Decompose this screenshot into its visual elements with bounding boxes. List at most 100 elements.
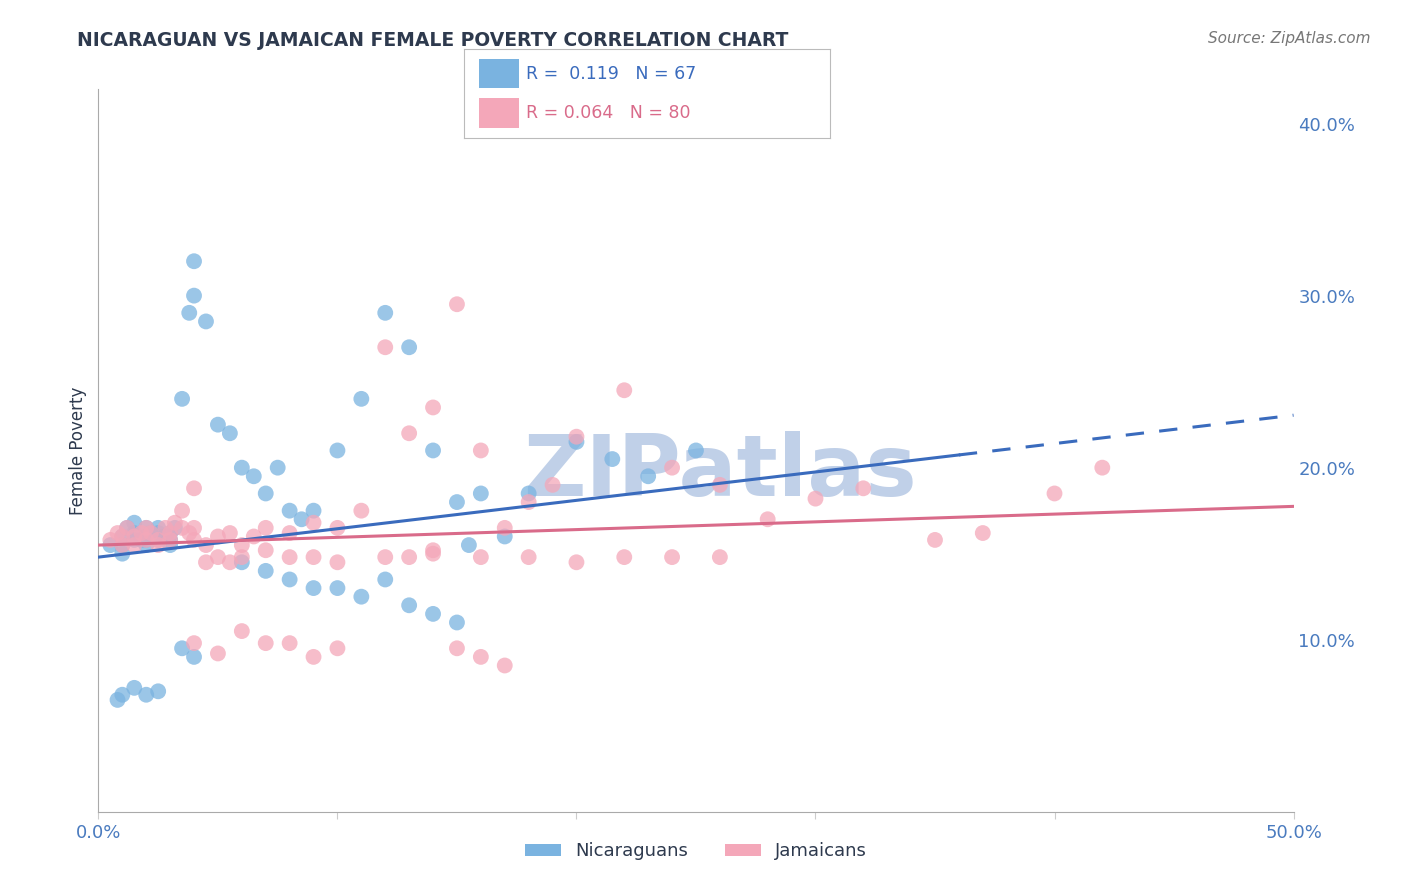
Point	[155, 529, 177, 543]
Point	[148, 538, 170, 552]
Point	[207, 550, 229, 565]
Legend: Nicaraguans, Jamaicans: Nicaraguans, Jamaicans	[517, 835, 875, 868]
Point	[422, 547, 444, 561]
Point	[172, 503, 194, 517]
Point	[278, 550, 301, 565]
Point	[148, 533, 170, 547]
Text: ZIPatlas: ZIPatlas	[523, 431, 917, 514]
Point	[135, 533, 157, 547]
Point	[231, 538, 253, 552]
Text: R =  0.119   N = 67: R = 0.119 N = 67	[526, 64, 696, 83]
Point	[135, 533, 157, 547]
Point	[115, 521, 138, 535]
Point	[326, 521, 349, 535]
Point	[159, 526, 181, 541]
Point	[254, 636, 277, 650]
Point	[685, 443, 707, 458]
Point	[139, 526, 162, 541]
Point	[326, 443, 349, 458]
Point	[302, 581, 325, 595]
Point	[517, 495, 540, 509]
Point	[179, 526, 201, 541]
Point	[124, 533, 146, 547]
Point	[172, 392, 194, 406]
Y-axis label: Female Poverty: Female Poverty	[69, 386, 87, 515]
Point	[135, 529, 157, 543]
Point	[131, 526, 153, 541]
Point	[148, 521, 170, 535]
Point	[139, 526, 162, 541]
Point	[422, 443, 444, 458]
Point	[231, 460, 253, 475]
Point	[111, 529, 134, 543]
Point	[446, 615, 468, 630]
Point	[183, 481, 205, 495]
Point	[350, 590, 373, 604]
Point	[111, 529, 134, 543]
Point	[852, 481, 875, 495]
Point	[517, 486, 540, 500]
Point	[207, 417, 229, 432]
Point	[494, 658, 516, 673]
Point	[709, 478, 731, 492]
Point	[924, 533, 946, 547]
Point	[183, 649, 205, 664]
Point	[183, 288, 205, 302]
Point	[756, 512, 779, 526]
Point	[326, 581, 349, 595]
Point	[422, 543, 444, 558]
Point	[446, 495, 468, 509]
Point	[195, 314, 218, 328]
Point	[135, 521, 157, 535]
Point	[302, 649, 325, 664]
Point	[148, 533, 170, 547]
Point	[124, 529, 146, 543]
Point	[398, 426, 420, 441]
Bar	[478, 59, 519, 88]
Point	[302, 516, 325, 530]
Point	[422, 401, 444, 415]
Point	[278, 636, 301, 650]
Point	[135, 538, 157, 552]
Point	[254, 521, 277, 535]
Point	[172, 521, 194, 535]
Point	[494, 521, 516, 535]
Point	[254, 543, 277, 558]
Point	[302, 550, 325, 565]
Point	[148, 684, 170, 698]
Point	[446, 641, 468, 656]
Point	[159, 533, 181, 547]
Point	[124, 538, 146, 552]
Point	[163, 521, 186, 535]
Point	[135, 688, 157, 702]
Point	[159, 538, 181, 552]
Point	[613, 550, 636, 565]
Point	[398, 599, 420, 613]
Point	[661, 460, 683, 475]
Point	[302, 503, 325, 517]
Point	[111, 538, 134, 552]
Point	[111, 547, 134, 561]
Bar	[478, 98, 519, 128]
Point	[804, 491, 827, 506]
Point	[207, 529, 229, 543]
Point	[231, 555, 253, 569]
Point	[602, 452, 624, 467]
Point	[131, 533, 153, 547]
Point	[219, 555, 242, 569]
Point	[98, 533, 122, 547]
Point	[135, 521, 157, 535]
Point	[565, 430, 588, 444]
Point	[565, 434, 588, 449]
Point	[124, 516, 146, 530]
Point	[350, 503, 373, 517]
Point	[470, 486, 492, 500]
Point	[291, 512, 314, 526]
Point	[374, 550, 396, 565]
Point	[107, 693, 129, 707]
Point	[148, 526, 170, 541]
Point	[374, 573, 396, 587]
Point	[159, 533, 181, 547]
Text: Source: ZipAtlas.com: Source: ZipAtlas.com	[1208, 31, 1371, 46]
Point	[278, 526, 301, 541]
